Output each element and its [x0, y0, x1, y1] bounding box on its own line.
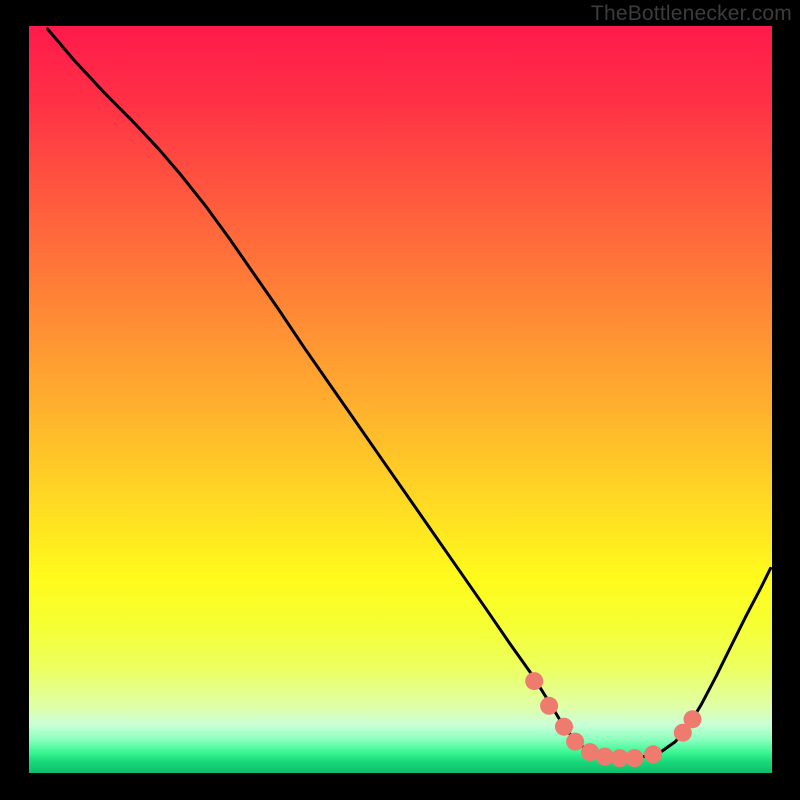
chart-svg — [0, 0, 800, 800]
marker-point — [540, 697, 558, 715]
marker-point — [555, 718, 573, 736]
marker-point — [644, 745, 662, 763]
marker-point — [566, 733, 584, 751]
marker-point — [626, 749, 644, 767]
chart-root: TheBottlenecker.com — [0, 0, 800, 800]
marker-point — [525, 672, 543, 690]
watermark-text: TheBottlenecker.com — [591, 2, 792, 26]
marker-point — [684, 710, 702, 728]
plot-area — [29, 26, 772, 773]
